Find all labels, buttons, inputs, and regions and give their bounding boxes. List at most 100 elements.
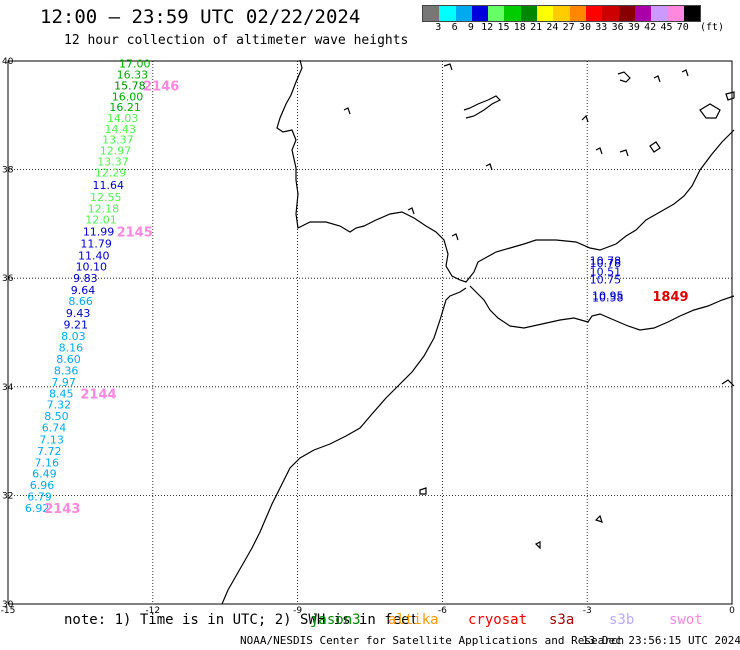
legend-label: 45 [660,22,673,33]
legend-label: 12 [481,22,494,33]
legend-label: 30 [578,22,592,33]
legend-label: 9 [467,22,474,33]
mallorca-coastline [699,103,721,119]
wave-height-label: 10.78 [590,254,622,267]
chart-subtitle: 12 hour collection of altimeter wave hei… [64,33,409,48]
footer-timestamp: 13 Dec 23:56:15 UTC 2024 [582,634,740,647]
satellite-s3b: s3b [609,612,635,628]
color-scale-unit: (ft) [700,22,725,33]
pass-time-label: 1849 [652,290,688,305]
ibiza-coastline [649,141,661,153]
wave-height-label: 6.74 [42,422,67,435]
lake-fragment-9 [407,207,415,215]
wave-height-label: 10.51 [590,266,622,279]
wave-height-label: 12.97 [100,145,132,158]
wave-height-label: 12.29 [95,166,127,179]
wave-height-label: 8.50 [44,410,68,423]
x-tick-label: -9 [293,606,302,616]
north-africa-coastline [469,285,735,331]
footer-organization: NOAA/NESDIS Center for Satellite Applica… [240,634,625,647]
legend-label: 39 [627,22,640,33]
legend-label: 27 [562,22,575,33]
x-tick-label: -12 [145,606,160,616]
wave-height-label: 11.79 [80,237,112,250]
wave-height-label: 9.64 [71,284,96,297]
iberia-coastline [276,59,735,283]
legend-label: 15 [497,22,510,33]
legend-swatch [618,6,635,21]
legend-swatch [439,6,456,21]
lake-fragment-7 [619,149,629,157]
chart-title: 12:00 — 23:59 UTC 02/22/2024 [40,6,361,28]
lake-fragment-11 [343,107,351,115]
wave-height-label: 12.55 [90,191,122,204]
y-tick-label: 38 [2,166,14,176]
wave-height-label: 8.45 [49,387,74,400]
wave-height-label: 8.16 [59,342,84,355]
wave-height-label: 6.49 [32,468,57,481]
pass-time-label: 2144 [80,387,116,402]
legend-swatch [683,6,701,21]
wave-height-label: 15.78 [114,79,146,92]
legend-label: 36 [611,22,624,33]
y-tick-label: 32 [2,491,13,501]
wave-height-label: 11.40 [78,249,110,262]
wave-height-label: 14.43 [105,123,136,136]
legend-swatch [537,6,554,21]
legend-swatch [488,6,505,21]
axis-tick-labels: 40 38 36 34 32 30-15 -12 -9 -6 -3 0 [1,57,735,616]
wave-height-label: 7.16 [35,456,60,469]
pass-time-label: 2145 [117,226,153,241]
wave-height-label: 9.21 [64,318,89,331]
legend-swatch [455,6,472,21]
coastlines [221,59,735,605]
satellite-swot: swot [669,612,703,628]
legend-swatch [520,6,538,21]
wave-height-label: 13.37 [102,134,133,147]
wave-height-label: 13.37 [97,155,129,168]
lake-fragment-10 [451,233,459,241]
map-frame [7,60,733,605]
legend-label: 6 [451,22,458,33]
wave-height-label: 11.99 [83,226,115,239]
wave-height-label: 7.13 [39,433,64,446]
small-island-1 [594,514,603,523]
footer-note: note: 1) Time is in UTC; 2) SWH is in fe… [64,612,419,628]
y-tick-label: 36 [2,274,14,284]
lake-fragment-2 [617,71,631,83]
wave-height-label: 9.43 [66,307,91,320]
pass-time-annotations: 2146 2145 2144 2143 1849 [44,79,688,516]
wave-height-label: 7.97 [51,376,76,389]
legend-swatch [569,6,586,21]
legend-swatch [602,6,619,21]
y-tick-label: 30 [2,600,14,610]
wave-height-label: 16.00 [112,90,144,103]
y-tick-label: 40 [2,57,14,67]
legend-swatch [423,6,440,21]
wave-height-label: 10.78 [590,257,622,270]
wave-height-label: 11.64 [92,179,124,192]
wave-height-label: 17.00 [119,58,151,71]
wave-height-label: 9.83 [73,272,98,285]
pass-time-label: 2143 [44,502,80,517]
legend-swatch [504,6,521,21]
legend-swatch [667,6,684,21]
legend-label: 24 [546,22,559,33]
atlantic-morocco-coastline [221,287,467,605]
wave-height-label: 7.32 [47,399,72,412]
wave-height-label: 10.10 [76,260,108,273]
lake-fragment-12 [443,63,453,71]
wave-height-label: 10.95 [592,290,624,303]
small-island-2 [534,541,541,550]
wave-height-label: 6.92 [25,502,50,515]
satellite-jason3: jason3 [310,612,361,628]
wave-height-label: 12.01 [85,214,117,227]
wave-height-label: 14.03 [107,112,138,125]
wave-height-label: 8.66 [68,295,93,308]
legend-swatch [471,6,489,21]
x-tick-label: -15 [1,606,16,616]
wave-height-label: 16.21 [109,101,141,114]
legend-swatch [634,6,652,21]
legend-swatch [553,6,570,21]
y-tick-label: 34 [2,383,14,393]
